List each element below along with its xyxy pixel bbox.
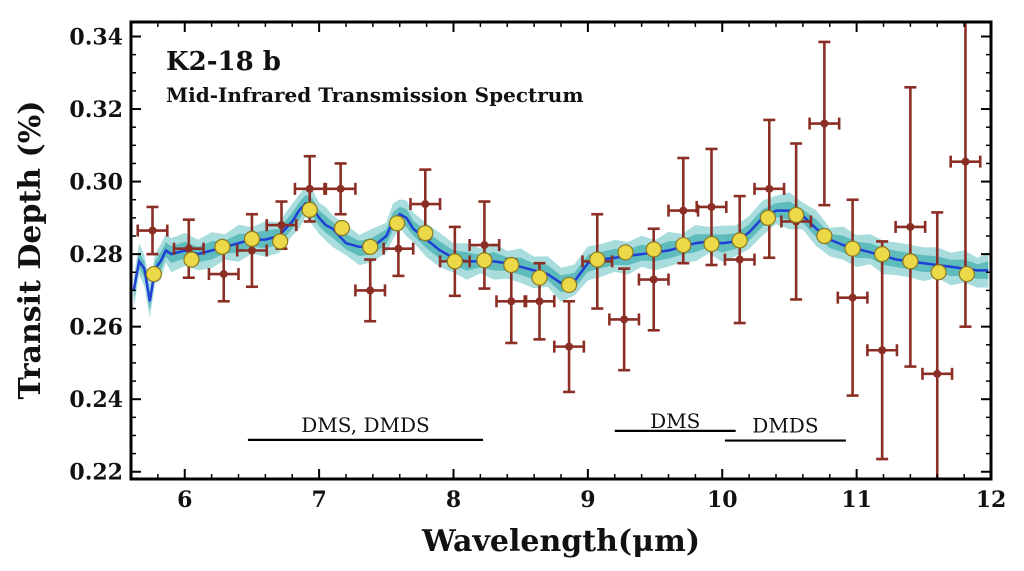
observed-marker [565, 342, 574, 351]
observed-marker [878, 346, 887, 355]
observed-point-25 [836, 198, 869, 397]
observed-marker [336, 184, 345, 193]
observed-point-27 [894, 85, 927, 368]
observed-marker [184, 244, 193, 253]
y-tick-label: 0.28 [69, 242, 123, 268]
x-tick-label: 10 [707, 487, 738, 513]
y-axis-title: Transit Depth (%) [13, 101, 48, 400]
molecule-annotations: DMS, DMDS DMS DMDS [247, 409, 846, 442]
binned-point-9 [388, 215, 406, 232]
annotation-2: DMS [614, 409, 736, 433]
y-tick-label: 0.26 [69, 315, 123, 341]
observed-marker [366, 286, 375, 295]
observed-marker [507, 297, 516, 306]
binned-point-25 [844, 240, 861, 257]
x-tick-label: 11 [841, 487, 872, 513]
binned-point-16 [589, 251, 606, 268]
binned-point-15 [560, 276, 578, 294]
annotation-label: DMS [650, 409, 700, 433]
observed-marker [906, 222, 915, 231]
inner-uncertainty-band [133, 195, 989, 310]
y-tick-label: 0.34 [69, 25, 123, 51]
observed-point-12 [468, 200, 501, 290]
binned-point-14 [531, 269, 548, 286]
binned-point-6 [301, 201, 318, 218]
binned-point-2 [183, 251, 200, 268]
y-tick-label: 0.30 [69, 170, 123, 196]
binned-point-12 [476, 252, 493, 269]
binned-point-8 [362, 238, 379, 255]
observed-point-2 [172, 218, 205, 280]
binned-point-18 [645, 241, 662, 258]
binned-point-5 [272, 233, 289, 250]
binned-point-11 [446, 253, 463, 270]
observed-marker [620, 315, 629, 324]
observed-marker [394, 244, 403, 253]
binned-point-4 [243, 230, 261, 247]
observed-marker [707, 202, 716, 211]
x-tick-label: 9 [580, 487, 595, 513]
x-tick-label: 6 [177, 487, 192, 513]
observed-marker [679, 206, 688, 215]
observed-point-7 [324, 162, 357, 216]
observed-marker [961, 157, 970, 166]
binned-point-27 [902, 253, 919, 270]
observed-point-21 [723, 194, 756, 325]
binned-point-28 [930, 264, 947, 281]
observed-point-8 [354, 258, 387, 323]
observed-point-22 [753, 118, 786, 260]
observed-point-17 [608, 267, 641, 372]
x-tick-label: 8 [446, 487, 461, 513]
x-axis-title: Wavelength(μm) [421, 524, 700, 559]
observed-point-3 [207, 245, 240, 303]
binned-point-17 [617, 244, 634, 261]
binned-point-21 [731, 232, 748, 249]
binned-point-3 [214, 238, 231, 255]
observed-marker [933, 369, 942, 378]
observed-marker [247, 246, 256, 255]
annotation-label: DMS, DMDS [301, 413, 429, 437]
binned-point-23 [788, 206, 805, 224]
axis-ticks: 6 7 8 9 10 11 12 0.22 0.24 0.26 0.28 0.30 0.32 0.34 [69, 22, 1006, 513]
annotation-3: DMDS [724, 414, 846, 442]
observed-point-24 [808, 40, 841, 207]
binned-model-points [145, 201, 975, 294]
observed-point-1 [136, 205, 169, 256]
observed-marker [820, 119, 829, 128]
chart-title: K2-18 b [166, 47, 281, 77]
observed-marker [735, 255, 744, 264]
observed-marker [148, 226, 157, 235]
binned-point-10 [417, 224, 434, 242]
binned-point-22 [759, 209, 777, 226]
binned-point-26 [874, 246, 891, 263]
binned-point-29 [958, 265, 975, 283]
binned-point-20 [703, 235, 720, 253]
binned-point-1 [145, 265, 162, 283]
observed-point-4 [235, 212, 269, 289]
observed-marker [277, 221, 286, 230]
observed-marker [421, 200, 430, 209]
observed-point-15 [552, 299, 586, 394]
annotation-1: DMS, DMDS [247, 413, 484, 441]
annotation-label: DMDS [752, 414, 818, 438]
y-tick-label: 0.22 [69, 460, 123, 486]
x-tick-label: 12 [976, 487, 1007, 513]
observed-marker [649, 275, 658, 284]
chart-subtitle: Mid-Infrared Transmission Spectrum [166, 83, 583, 107]
observed-marker [219, 270, 228, 279]
observed-marker [765, 184, 774, 193]
observed-marker [305, 184, 314, 193]
binned-point-7 [333, 219, 351, 237]
observed-marker [535, 297, 544, 306]
x-tick-label: 7 [311, 487, 326, 513]
y-tick-label: 0.32 [69, 97, 123, 123]
observed-marker [480, 241, 489, 250]
binned-point-24 [816, 227, 833, 245]
observed-marker [848, 293, 857, 302]
binned-point-19 [675, 236, 692, 254]
observed-point-26 [866, 240, 899, 461]
binned-point-13 [503, 256, 520, 274]
y-tick-label: 0.24 [69, 387, 123, 413]
